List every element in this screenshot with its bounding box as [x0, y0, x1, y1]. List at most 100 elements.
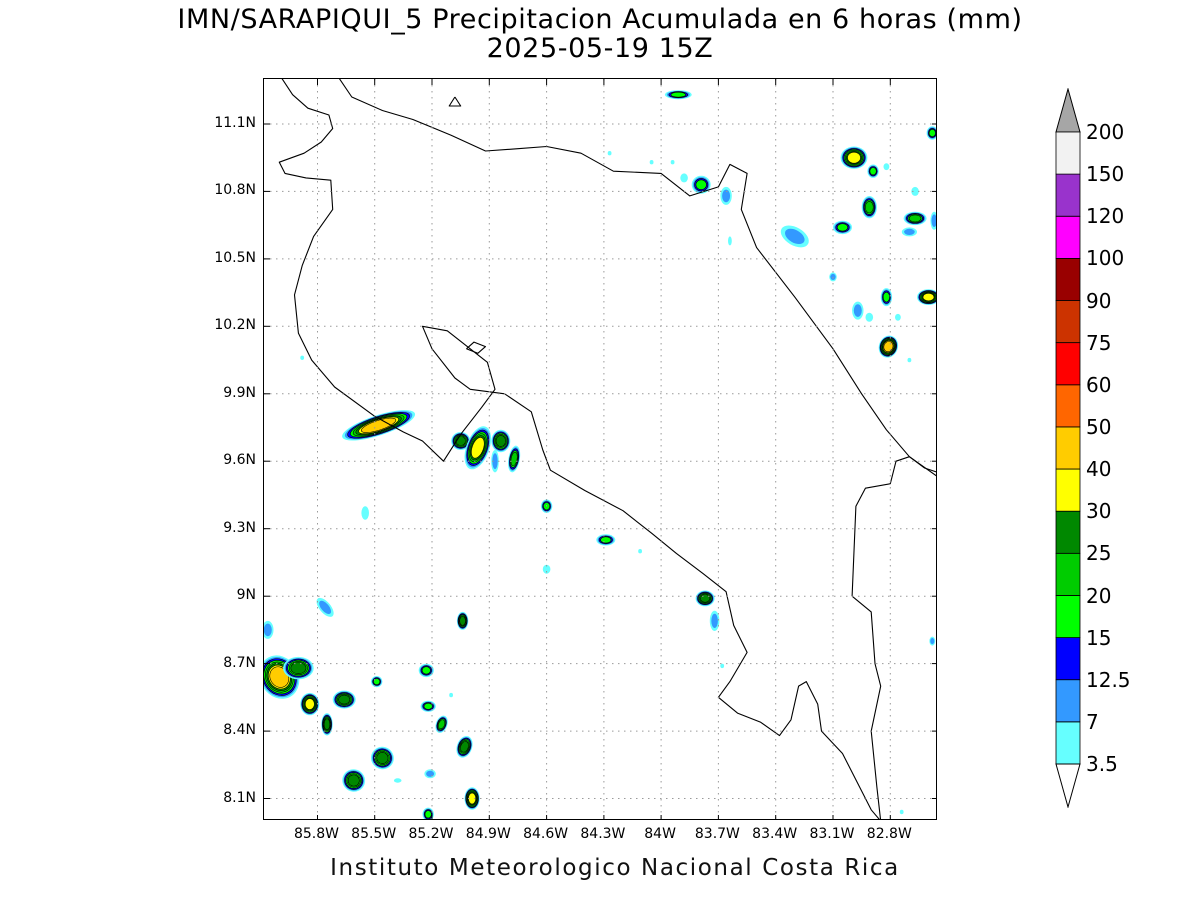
precip-cell: [332, 690, 356, 709]
precip-cell: [393, 778, 402, 783]
precip-cell: [342, 769, 366, 792]
precip-contour: [300, 355, 305, 360]
precip-cell: [861, 196, 877, 219]
colorbar-swatch: [1055, 131, 1081, 175]
precip-contour: [695, 179, 707, 190]
latitude-tick-label: 9.9N: [223, 384, 256, 401]
longitude-tick-label: 83.1W: [809, 826, 855, 842]
coastline-layer: [278, 79, 936, 819]
precip-cell: [371, 676, 383, 688]
precip-field: [264, 90, 936, 819]
colorbar-swatch: [1055, 426, 1081, 470]
precip-cell: [491, 450, 499, 473]
precip-cell: [907, 357, 912, 363]
precip-cell: [370, 746, 394, 770]
precip-cell: [449, 692, 453, 698]
coastline: [466, 341, 487, 354]
longitude-tick-label: 84.6W: [523, 826, 569, 842]
precip-contour: [492, 453, 498, 470]
precip-cell: [638, 549, 642, 554]
precip-contour: [670, 91, 686, 98]
precip-contour: [785, 228, 805, 245]
precip-contour: [649, 160, 654, 165]
precip-cell: [833, 220, 852, 235]
longitude-tick-label: 84.9W: [465, 826, 511, 842]
precip-contour: [680, 173, 688, 183]
precip-contour: [638, 549, 642, 554]
colorbar-swatch: [1055, 595, 1081, 638]
precip-contour: [720, 663, 725, 669]
precip-contour: [438, 719, 446, 730]
precip-cell: [300, 355, 305, 360]
coastline: [448, 96, 462, 107]
precip-cell: [456, 735, 473, 758]
precip-contour: [449, 692, 453, 698]
precip-contour: [670, 160, 675, 165]
colorbar-swatch: [1055, 384, 1081, 428]
colorbar-top-arrow: [1055, 88, 1081, 133]
precip-contour: [495, 435, 506, 447]
colorbar-label: 75: [1086, 330, 1112, 355]
precip-cell: [867, 164, 879, 178]
map-title: IMN/SARAPIQUI_5 Precipitacion Acumulada …: [177, 4, 1023, 35]
latitude-tick-label: 9N: [236, 587, 256, 604]
precip-cell: [829, 272, 837, 282]
precip-contour: [830, 273, 836, 280]
institution-credit: Instituto Meteorologico Nacional Costa R…: [330, 855, 900, 881]
precip-cell: [300, 692, 320, 716]
precip-contour: [393, 778, 402, 783]
precip-contour: [922, 293, 935, 302]
precip-cell: [283, 656, 314, 680]
precip-contour: [907, 357, 912, 363]
precip-cell: [895, 313, 901, 321]
precip-cell: [456, 611, 469, 630]
precip-contour: [864, 201, 874, 214]
longitude-tick-label: 84.3W: [580, 826, 626, 842]
precip-cell: [929, 636, 936, 646]
colorbar-swatch: [1055, 679, 1081, 723]
colorbar-swatch: [1055, 300, 1081, 343]
longitude-tick-label: 83.7W: [694, 826, 740, 842]
colorbar-label: 40: [1086, 457, 1112, 482]
latitude-tick-label: 10.8N: [214, 182, 256, 199]
latitude-tick-label: 10.5N: [214, 249, 256, 266]
precip-cell: [420, 700, 436, 712]
precip-cell: [695, 590, 715, 607]
precip-contour: [338, 694, 351, 705]
precip-cell: [926, 126, 936, 140]
colorbar-label: 7: [1086, 709, 1099, 734]
precip-contour: [869, 167, 877, 176]
precip-cell: [720, 663, 725, 669]
precip-contour: [471, 437, 485, 459]
precip-cell: [865, 312, 874, 322]
precip-cell: [901, 227, 918, 237]
precip-contour: [865, 312, 874, 322]
precip-cell: [709, 610, 720, 632]
precip-cell: [361, 506, 369, 520]
precip-contour: [728, 236, 732, 246]
colorbar-label: 150: [1086, 162, 1125, 187]
precip-cell: [316, 597, 334, 617]
precip-cell: [435, 715, 448, 733]
precip-cell: [852, 301, 864, 320]
longitude-tick-label: 83.4W: [752, 826, 798, 842]
precip-contour: [607, 151, 612, 156]
coastline: [851, 456, 936, 597]
precip-contour: [361, 506, 369, 520]
map-area: [263, 78, 937, 820]
colorbar-label: 25: [1086, 541, 1112, 566]
colorbar-label: 3.5: [1086, 752, 1118, 776]
colorbar-label: 200: [1086, 120, 1125, 144]
precip-cell: [680, 173, 688, 183]
precip-cell: [424, 769, 436, 779]
precip-cell: [720, 186, 732, 205]
colorbar-label: 100: [1086, 246, 1125, 271]
precip-contour: [853, 304, 862, 317]
precip-cell: [664, 90, 692, 100]
precip-cell: [930, 211, 936, 230]
precip-contour: [911, 186, 919, 196]
colorbar-label: 15: [1086, 625, 1112, 650]
precip-cell: [264, 620, 274, 639]
precip-contour: [455, 436, 466, 446]
colorbar-swatch: [1055, 637, 1081, 681]
